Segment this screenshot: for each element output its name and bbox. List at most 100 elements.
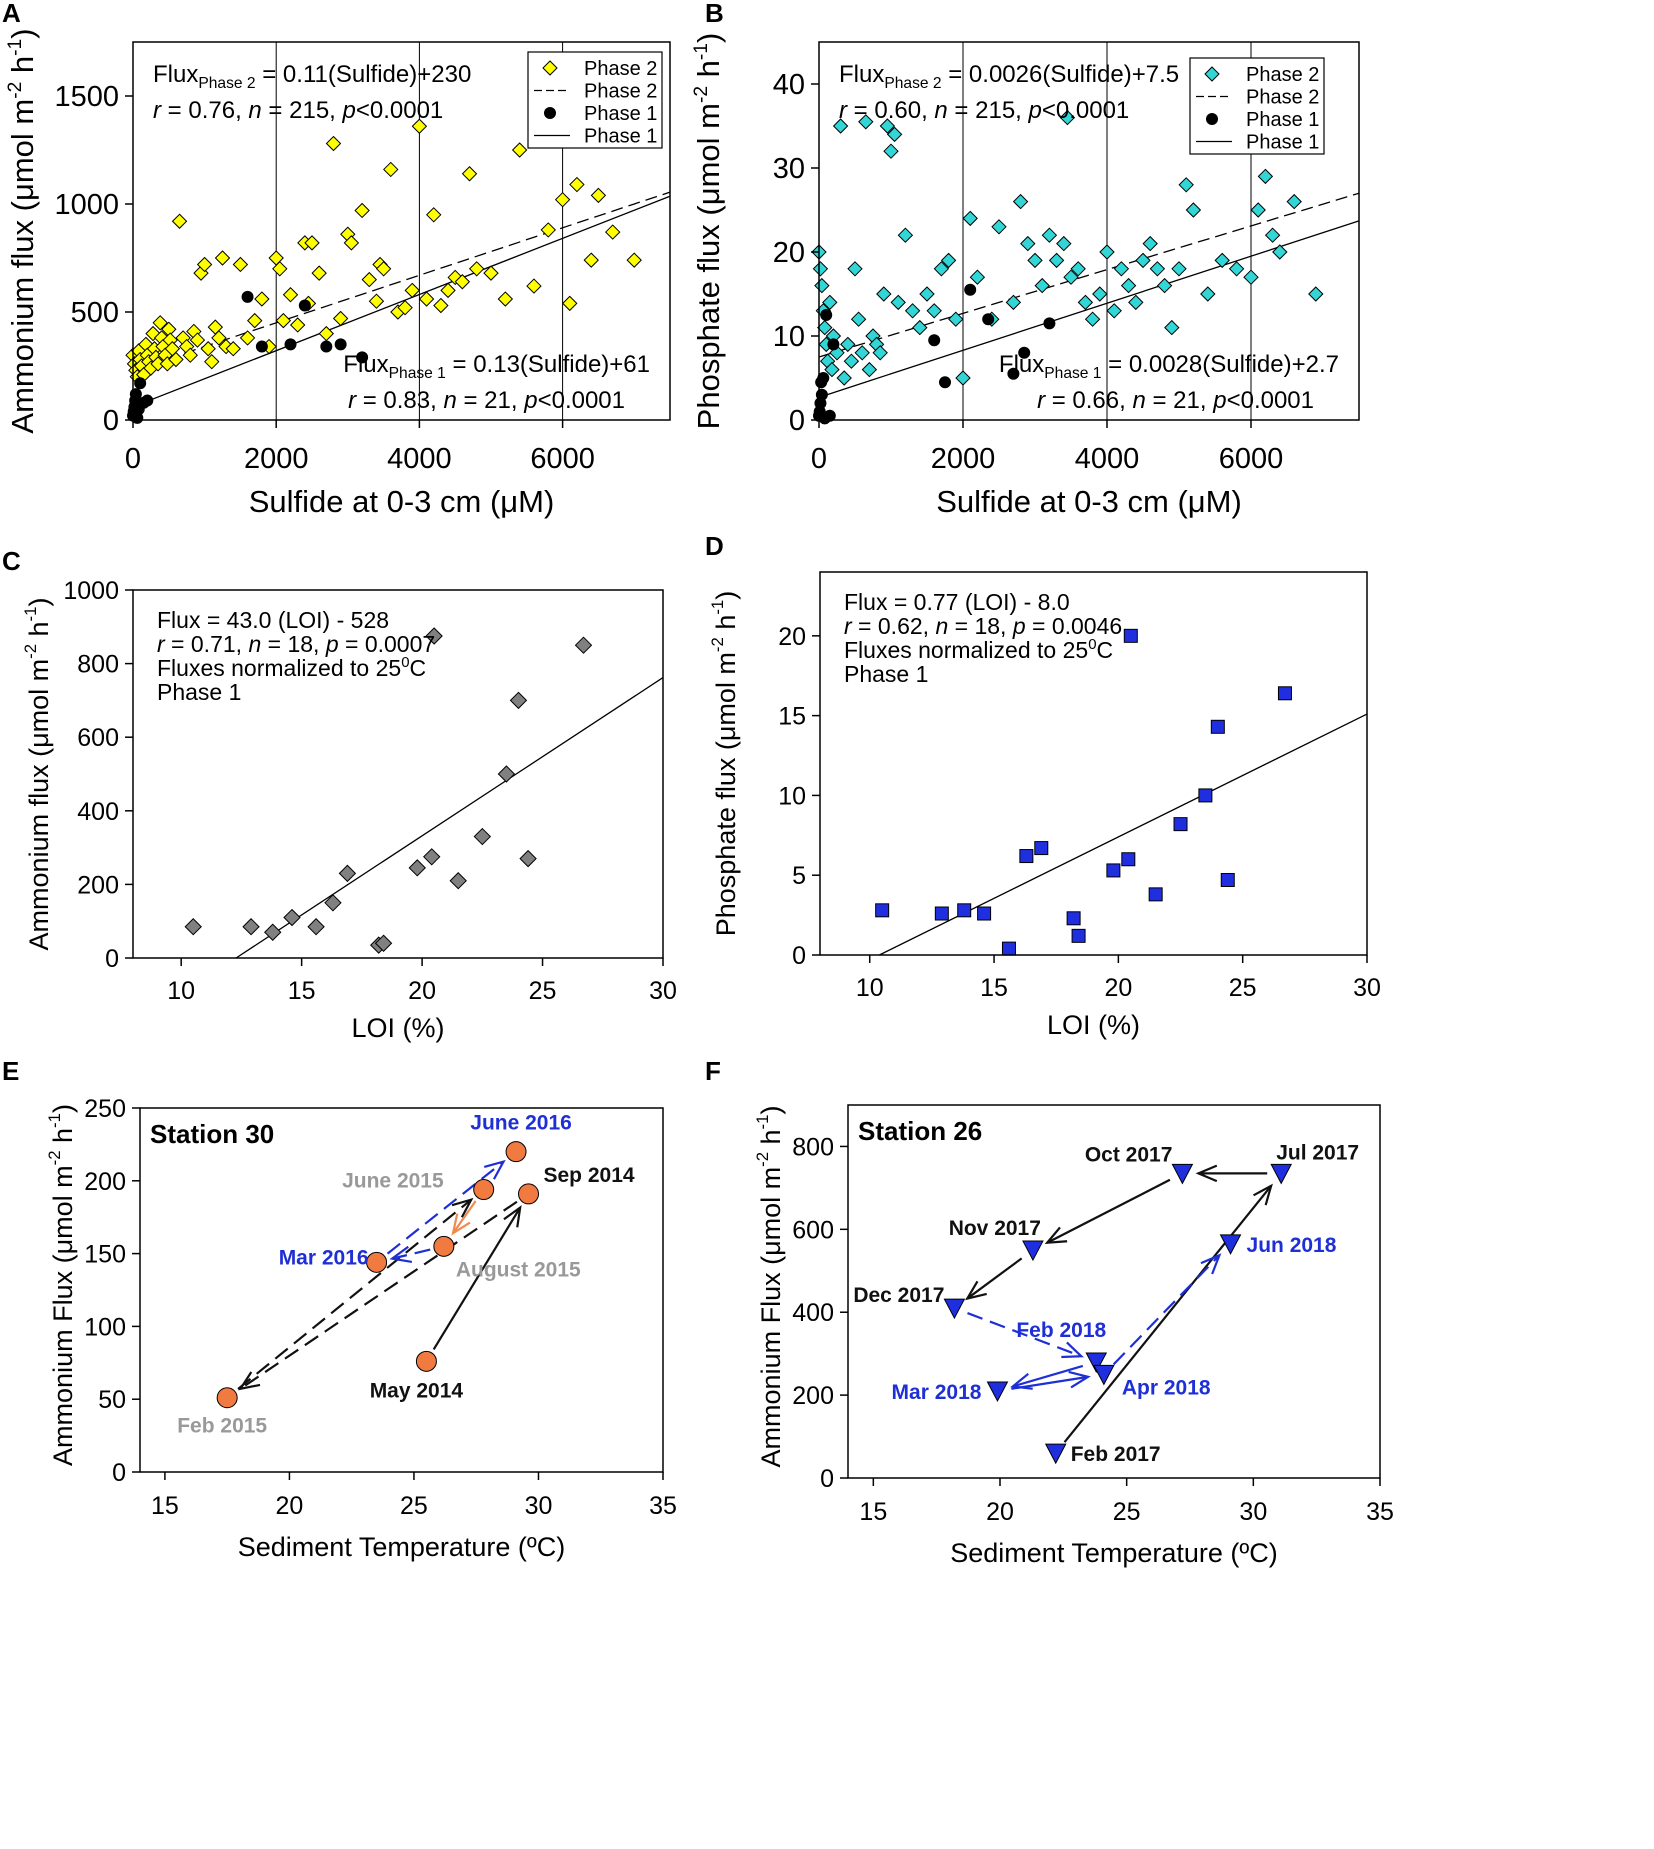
data-point-phase-1 bbox=[817, 372, 830, 384]
tspan: <0.0001 bbox=[1042, 97, 1129, 124]
y-tick-label: 200 bbox=[84, 1168, 126, 1196]
data-point-phase-2 bbox=[189, 332, 206, 348]
tspan: p bbox=[342, 97, 356, 124]
arrow-head bbox=[503, 1205, 522, 1228]
tspan: = 18, bbox=[948, 613, 1013, 639]
tspan: Fluxes normalized to 25 bbox=[844, 637, 1088, 663]
data-point bbox=[1277, 686, 1292, 701]
tspan: Phosphate flux (μmol m bbox=[711, 652, 741, 936]
data-point-phase-2 bbox=[1257, 168, 1274, 185]
data-point-phase-2 bbox=[1092, 286, 1108, 302]
data-point-phase-2 bbox=[812, 261, 829, 277]
station-title: Station 26 bbox=[858, 1116, 982, 1146]
panel-e: E Station 30 May 2014 Sep 2014 Feb 2015 June … bbox=[2, 1056, 677, 1562]
tspan: h bbox=[756, 1129, 786, 1152]
fit-line-phase-2 bbox=[132, 191, 671, 371]
data-point-phase-2 bbox=[1113, 261, 1130, 277]
data-point-phase-2 bbox=[211, 330, 227, 346]
data-point-phase-2 bbox=[511, 142, 528, 158]
data-point bbox=[324, 894, 342, 912]
data-point bbox=[433, 1235, 455, 1257]
data-point-phase-2 bbox=[1264, 227, 1281, 243]
x-tick-label: 25 bbox=[1113, 1498, 1141, 1526]
tspan: n bbox=[1132, 387, 1145, 414]
fit-line bbox=[879, 713, 1368, 956]
fit-line-phase-1 bbox=[132, 195, 671, 408]
trajectory-arrow bbox=[391, 1248, 431, 1260]
data-point bbox=[1085, 1352, 1108, 1374]
data-point-phase-2 bbox=[817, 319, 833, 336]
x-tick-label: 10 bbox=[856, 974, 884, 1002]
data-point-phase-2 bbox=[1135, 252, 1151, 269]
data-point-phase-2 bbox=[1228, 261, 1245, 277]
data-point bbox=[473, 827, 492, 846]
x-tick-label: 0 bbox=[811, 443, 827, 475]
tspan: p bbox=[325, 631, 339, 657]
y-tick-label: 40 bbox=[773, 69, 805, 101]
trajectory-arrow bbox=[1012, 1364, 1084, 1388]
x-tick-label: 30 bbox=[1239, 1498, 1267, 1526]
data-point-phase-1 bbox=[1007, 367, 1020, 380]
data-point bbox=[216, 1387, 238, 1409]
fit-equation-phase-1: FluxPhase 1 = 0.13(Sulfide)+61 bbox=[343, 351, 650, 382]
tspan: p bbox=[1012, 613, 1026, 639]
tspan: = 21, bbox=[1146, 387, 1213, 414]
tspan: Ammonium Flux (μmol m bbox=[756, 1167, 786, 1468]
tspan: -1 bbox=[45, 1113, 64, 1128]
data-point bbox=[366, 1251, 388, 1273]
point-label: June 2015 bbox=[342, 1170, 444, 1193]
data-point-phase-1 bbox=[939, 376, 951, 389]
data-point-phase-2 bbox=[890, 294, 906, 311]
tspan: Phase 1 bbox=[1044, 365, 1101, 382]
normalization-note: Fluxes normalized to 250C bbox=[157, 654, 426, 681]
tspan: = 0.66, bbox=[1045, 387, 1132, 414]
tspan: ) bbox=[5, 28, 40, 38]
data-point bbox=[338, 864, 357, 883]
y-tick-label: 800 bbox=[792, 1133, 834, 1161]
data-point-phase-2 bbox=[1005, 294, 1022, 311]
panel-letter: A bbox=[2, 0, 21, 28]
data-point-phase-2 bbox=[840, 336, 856, 353]
data-point-phase-2 bbox=[933, 261, 950, 277]
data-point-phase-2 bbox=[836, 370, 852, 386]
data-point-phase-2 bbox=[1308, 286, 1324, 302]
arrow-head bbox=[1068, 1370, 1091, 1389]
tspan: = 215, bbox=[948, 97, 1029, 124]
data-point bbox=[1022, 1240, 1044, 1262]
data-point-phase-1 bbox=[356, 351, 369, 364]
data-point-phase-1 bbox=[320, 340, 333, 353]
data-point bbox=[1034, 841, 1049, 856]
data-point-phase-2 bbox=[1070, 261, 1086, 277]
x-axis-label: LOI (%) bbox=[1047, 1010, 1140, 1040]
x-axis-label: Sediment Temperature (ºC) bbox=[950, 1538, 1278, 1568]
data-point-phase-2 bbox=[196, 256, 213, 273]
data-point-phase-2 bbox=[1041, 227, 1058, 243]
data-point bbox=[1044, 1443, 1067, 1465]
trajectory-arrow bbox=[386, 1160, 505, 1255]
data-point bbox=[1001, 941, 1016, 956]
arrow-head bbox=[1200, 1253, 1222, 1275]
data-point bbox=[1173, 817, 1188, 832]
trajectory-arrow bbox=[237, 1198, 472, 1390]
fit-equation-phase-1: FluxPhase 1 = 0.0028(Sulfide)+2.7 bbox=[999, 351, 1339, 382]
tspan: 0 bbox=[401, 654, 409, 671]
data-point bbox=[1106, 863, 1121, 878]
x-tick-label: 0 bbox=[125, 443, 141, 475]
data-point bbox=[264, 923, 282, 941]
y-tick-label: 20 bbox=[778, 623, 806, 651]
panel-c: C 10 15 20 25 30 0 200 400 600 800 1000 LOI (%) Ammon… bbox=[2, 546, 677, 1043]
x-tick-label: 25 bbox=[400, 1492, 428, 1520]
data-point bbox=[242, 918, 260, 936]
data-point-phase-1 bbox=[820, 309, 833, 321]
data-point-phase-2 bbox=[1178, 177, 1194, 193]
x-tick-label: 15 bbox=[288, 977, 316, 1005]
data-point-phase-2 bbox=[289, 317, 306, 333]
data-point bbox=[518, 1183, 540, 1205]
data-point-phase-2 bbox=[843, 353, 860, 369]
data-point bbox=[934, 906, 949, 921]
fit-line bbox=[235, 677, 664, 959]
tspan: <0.0001 bbox=[1227, 387, 1314, 414]
